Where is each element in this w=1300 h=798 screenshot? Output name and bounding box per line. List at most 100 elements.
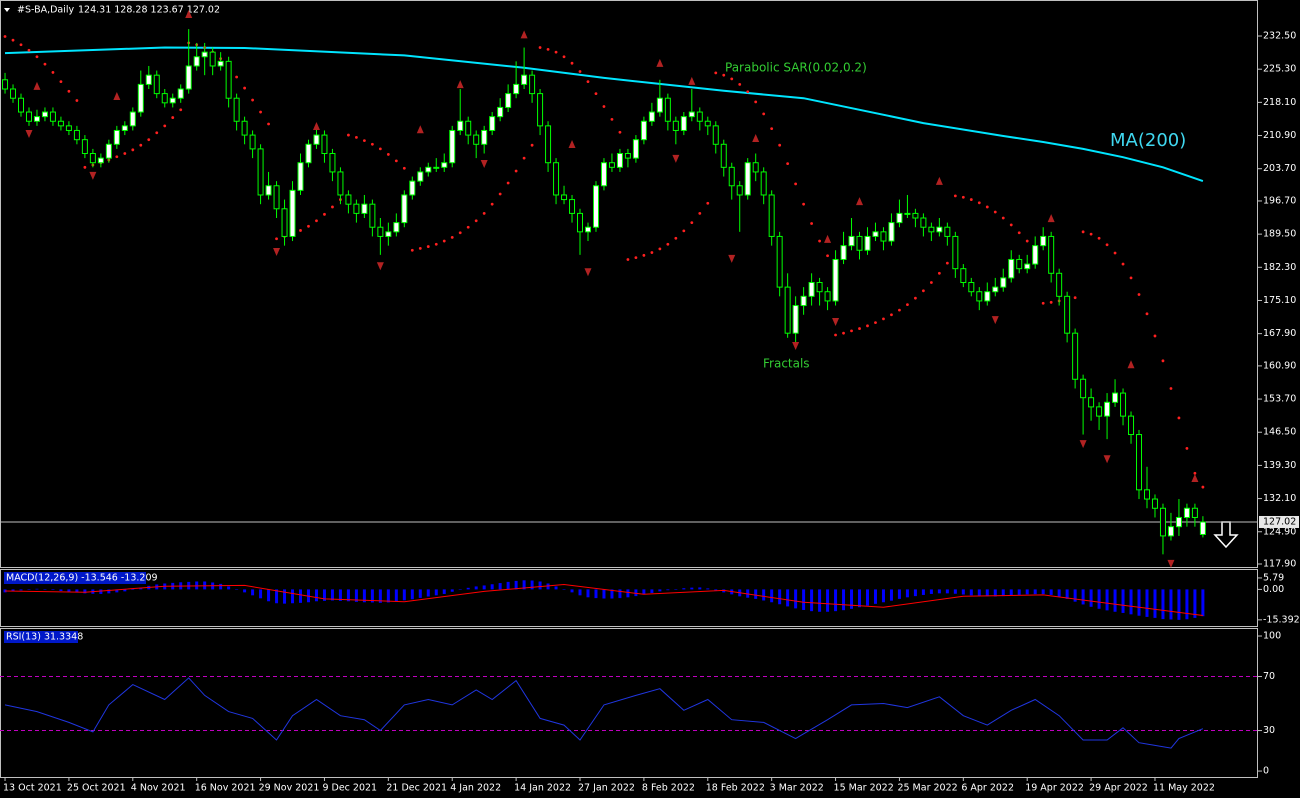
sar-dot bbox=[394, 159, 398, 163]
x-tick-label: 14 Jan 2022 bbox=[514, 783, 571, 794]
macd-bar bbox=[1057, 589, 1061, 597]
sar-dot bbox=[937, 271, 941, 275]
sar-dot bbox=[666, 242, 670, 246]
y-tick-label: 232.50 bbox=[1263, 31, 1296, 42]
candle-body bbox=[856, 235, 863, 251]
candle-body bbox=[313, 134, 320, 145]
sar-dot bbox=[969, 198, 973, 201]
macd-bar bbox=[786, 589, 790, 607]
macd-bar bbox=[1041, 589, 1045, 595]
macd-bar bbox=[1121, 589, 1125, 613]
macd-bar bbox=[913, 589, 917, 597]
sar-dot bbox=[690, 221, 694, 225]
candle-body bbox=[457, 120, 464, 131]
candle-body bbox=[297, 162, 304, 191]
rsi-label: RSI(13) 31.3348 bbox=[6, 632, 83, 643]
macd-bar bbox=[11, 589, 15, 592]
sar-dot bbox=[850, 329, 853, 333]
macd-bar bbox=[243, 589, 247, 593]
sar-dot bbox=[898, 308, 901, 312]
candle-body bbox=[497, 106, 504, 118]
sar-dot bbox=[1097, 236, 1101, 240]
candle-body bbox=[936, 226, 943, 233]
sar-dot bbox=[378, 147, 382, 151]
macd-bar bbox=[283, 589, 287, 604]
sar-dot bbox=[826, 254, 829, 258]
macd-bar bbox=[961, 589, 965, 595]
sar-dot bbox=[307, 224, 310, 228]
y-tick-label: 153.70 bbox=[1263, 394, 1296, 405]
candle-body bbox=[529, 74, 536, 95]
x-tick-label: 27 Jan 2022 bbox=[578, 783, 635, 794]
candle-body bbox=[1104, 401, 1111, 417]
candle-body bbox=[816, 282, 823, 293]
y-tick-label: 167.90 bbox=[1263, 328, 1296, 339]
candle-body bbox=[1040, 235, 1047, 247]
x-tick-label: 4 Nov 2021 bbox=[131, 783, 186, 794]
candle-body bbox=[888, 222, 895, 242]
fractal-down bbox=[672, 154, 680, 163]
sar-dot bbox=[921, 289, 925, 293]
candle-body bbox=[361, 203, 368, 214]
sar-dot bbox=[802, 202, 806, 206]
candle-body bbox=[177, 88, 184, 99]
candle-body bbox=[433, 166, 440, 169]
sar-dot bbox=[1113, 251, 1117, 255]
sar-dot bbox=[929, 281, 933, 284]
candle-body bbox=[257, 148, 264, 196]
sar-dot bbox=[945, 261, 949, 265]
y-tick-label: 225.30 bbox=[1263, 64, 1296, 75]
candle-body bbox=[441, 162, 448, 168]
x-tick-label: 16 Nov 2021 bbox=[195, 783, 256, 794]
macd-bar bbox=[291, 589, 295, 604]
macd-bar bbox=[1097, 589, 1101, 609]
macd-bar bbox=[354, 589, 358, 602]
macd-bar bbox=[19, 589, 23, 591]
sar-dot bbox=[466, 225, 470, 229]
candle-body bbox=[800, 295, 807, 307]
macd-bar bbox=[506, 581, 510, 590]
sar-dot bbox=[626, 258, 630, 261]
macd-bar bbox=[1081, 589, 1085, 605]
sar-dot bbox=[402, 166, 406, 170]
sar-dot bbox=[778, 143, 782, 147]
sar-dot bbox=[658, 247, 662, 251]
candle-body bbox=[513, 83, 520, 95]
macd-bar bbox=[826, 589, 830, 612]
macd-bar bbox=[674, 589, 678, 590]
sar-dot bbox=[562, 55, 566, 59]
last-price-label: 127.02 bbox=[1263, 516, 1296, 527]
macd-bar bbox=[778, 589, 782, 605]
macd-bar bbox=[873, 589, 877, 604]
macd-bar bbox=[1153, 589, 1157, 618]
macd-bar bbox=[1017, 589, 1021, 595]
candle-body bbox=[760, 171, 767, 196]
y-tick-label: 0 bbox=[1263, 766, 1269, 777]
macd-bar bbox=[522, 580, 526, 590]
candle-body bbox=[337, 171, 344, 196]
x-tick-label: 15 Mar 2022 bbox=[834, 783, 894, 794]
candle-body bbox=[848, 235, 855, 247]
sar-dot bbox=[770, 127, 774, 131]
sar-dot bbox=[674, 236, 678, 240]
sar-dot bbox=[267, 122, 270, 126]
candle-body bbox=[1183, 507, 1190, 518]
candle-body bbox=[417, 171, 424, 182]
sar-dot bbox=[570, 61, 574, 65]
macd-bar bbox=[953, 589, 957, 594]
macd-bar bbox=[945, 589, 949, 594]
sar-dot bbox=[3, 35, 7, 38]
candle-body bbox=[840, 245, 847, 260]
macd-bar bbox=[650, 589, 654, 593]
ma-annotation: MA(200) bbox=[1110, 130, 1186, 151]
sar-dot bbox=[506, 181, 510, 185]
fractal-down bbox=[792, 341, 800, 350]
macd-bar bbox=[115, 589, 119, 593]
candle-body bbox=[561, 194, 568, 201]
candle-body bbox=[600, 162, 607, 187]
macd-bar bbox=[378, 589, 382, 603]
candle-body bbox=[217, 60, 224, 67]
candle-body bbox=[976, 291, 983, 302]
macd-bar bbox=[993, 589, 997, 597]
